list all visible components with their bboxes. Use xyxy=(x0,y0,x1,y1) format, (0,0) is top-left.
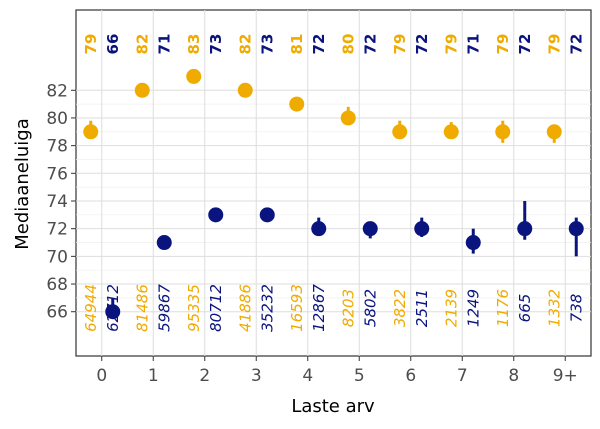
data-point xyxy=(392,124,408,140)
data-point xyxy=(237,82,253,98)
count-label: 41886 xyxy=(236,284,254,332)
count-label: 2511 xyxy=(413,289,431,327)
data-point xyxy=(156,235,172,251)
data-point xyxy=(259,207,275,223)
x-tick-label: 4 xyxy=(302,366,313,386)
count-label: 62712 xyxy=(104,284,122,332)
data-point xyxy=(208,207,224,223)
data-point xyxy=(517,221,533,237)
value-label: 72 xyxy=(361,34,379,55)
count-label: 59867 xyxy=(155,284,173,332)
count-label: 35232 xyxy=(258,284,276,332)
count-label: 2139 xyxy=(442,289,460,327)
data-point xyxy=(568,221,584,237)
count-label: 1249 xyxy=(464,289,482,327)
x-tick-label: 3 xyxy=(251,366,262,386)
value-label: 79 xyxy=(545,34,563,55)
x-tick-label: 1 xyxy=(148,366,159,386)
y-tick-label: 72 xyxy=(46,220,68,240)
data-point xyxy=(495,124,511,140)
count-label: 95335 xyxy=(185,284,203,332)
value-label: 71 xyxy=(464,34,482,55)
data-point xyxy=(83,124,99,140)
count-label: 1176 xyxy=(494,289,512,327)
plot-panel xyxy=(75,9,592,357)
count-label: 738 xyxy=(567,294,585,323)
count-label: 12867 xyxy=(310,284,328,332)
x-axis-title: Laste arv xyxy=(291,396,375,417)
x-tick-label: 6 xyxy=(405,366,416,386)
data-point xyxy=(105,304,121,320)
value-label: 81 xyxy=(288,34,306,55)
count-label: 8203 xyxy=(339,289,357,327)
data-point xyxy=(465,235,481,251)
count-label: 64944 xyxy=(82,284,100,332)
count-label: 16593 xyxy=(288,284,306,332)
data-point xyxy=(414,221,430,237)
x-tick-label: 8 xyxy=(508,366,519,386)
value-label: 79 xyxy=(442,34,460,55)
x-tick-label: 5 xyxy=(354,366,365,386)
data-point xyxy=(362,221,378,237)
y-tick-label: 82 xyxy=(46,81,68,101)
value-label: 72 xyxy=(567,34,585,55)
value-label: 83 xyxy=(185,34,203,55)
value-label: 82 xyxy=(236,34,254,55)
y-axis-title: Mediaaneluiga xyxy=(12,118,33,249)
data-point xyxy=(134,82,150,98)
data-point xyxy=(443,124,459,140)
data-point xyxy=(186,68,202,84)
value-label: 79 xyxy=(494,34,512,55)
value-label: 71 xyxy=(155,34,173,55)
y-tick-label: 78 xyxy=(46,137,68,157)
value-label: 66 xyxy=(104,34,122,55)
y-tick-label: 80 xyxy=(46,109,68,129)
x-tick-label: 2 xyxy=(199,366,210,386)
data-point xyxy=(289,96,305,112)
data-point xyxy=(340,110,356,126)
y-tick-label: 68 xyxy=(46,275,68,295)
value-labels: 79 64944 82 81486 83 95335 82 41886 81 16593 80 820… xyxy=(82,34,586,332)
data-point xyxy=(311,221,327,237)
count-label: 5802 xyxy=(361,289,379,327)
y-tick-label: 66 xyxy=(46,303,68,323)
count-label: 3822 xyxy=(391,289,409,327)
gridlines xyxy=(76,10,591,356)
value-label: 73 xyxy=(258,34,276,55)
y-tick-label: 70 xyxy=(46,247,68,267)
x-tick-label: 0 xyxy=(96,366,107,386)
value-label: 79 xyxy=(391,34,409,55)
value-label: 72 xyxy=(516,34,534,55)
value-label: 79 xyxy=(82,34,100,55)
value-label: 72 xyxy=(310,34,328,55)
x-tick-label: 7 xyxy=(457,366,468,386)
value-label: 80 xyxy=(339,34,357,55)
value-label: 72 xyxy=(413,34,431,55)
x-tick-label: 9+ xyxy=(553,366,578,386)
data-point xyxy=(546,124,562,140)
count-label: 665 xyxy=(516,294,534,323)
value-label: 73 xyxy=(207,34,225,55)
count-label: 80712 xyxy=(207,284,225,332)
value-label: 82 xyxy=(133,34,151,55)
data-marks xyxy=(83,68,584,320)
y-tick-label: 76 xyxy=(46,164,68,184)
y-tick-label: 74 xyxy=(46,192,68,212)
count-label: 1332 xyxy=(545,289,563,327)
count-label: 81486 xyxy=(133,284,151,332)
